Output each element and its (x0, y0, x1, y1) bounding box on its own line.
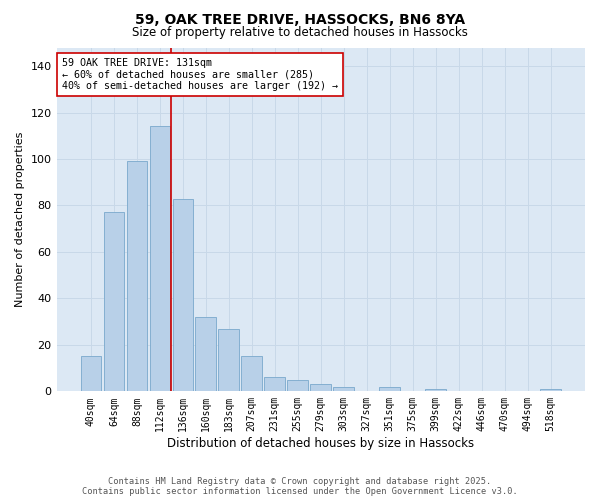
Bar (310, 384, 331, 392)
Bar (425, 389, 446, 392)
Bar (173, 198, 193, 392)
X-axis label: Distribution of detached houses by size in Hassocks: Distribution of detached houses by size … (167, 437, 475, 450)
Bar (379, 386, 400, 392)
Bar (80, 356, 101, 392)
Bar (287, 380, 308, 392)
Text: 59 OAK TREE DRIVE: 131sqm
← 60% of detached houses are smaller (285)
40% of semi: 59 OAK TREE DRIVE: 131sqm ← 60% of detac… (62, 58, 338, 91)
Bar (334, 386, 354, 392)
Bar (241, 356, 262, 392)
Bar (104, 212, 124, 392)
Bar (265, 378, 285, 392)
Y-axis label: Number of detached properties: Number of detached properties (15, 132, 25, 307)
Bar (218, 328, 239, 392)
Text: Contains HM Land Registry data © Crown copyright and database right 2025.
Contai: Contains HM Land Registry data © Crown c… (82, 476, 518, 496)
Bar (149, 126, 170, 392)
Bar (127, 162, 147, 392)
Bar (540, 389, 561, 392)
Text: Size of property relative to detached houses in Hassocks: Size of property relative to detached ho… (132, 26, 468, 39)
Bar (196, 317, 216, 392)
Text: 59, OAK TREE DRIVE, HASSOCKS, BN6 8YA: 59, OAK TREE DRIVE, HASSOCKS, BN6 8YA (135, 12, 465, 26)
